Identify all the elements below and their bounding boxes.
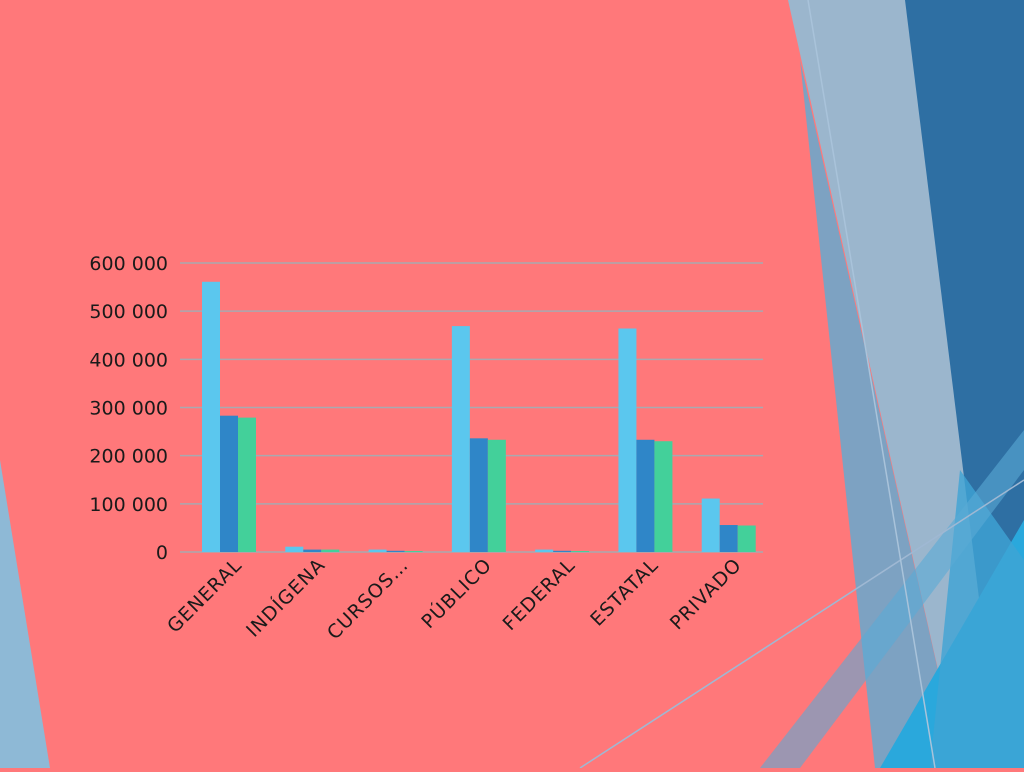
x-category-label: PÚBLICO [416, 553, 496, 633]
bar [368, 549, 387, 552]
x-category-label: PRIVADO [666, 554, 746, 634]
y-axis-tick-labels: 0 100 000 200 000 300 000 400 000 500 000 600 … [89, 253, 168, 564]
x-category-label: FEDERAL [499, 554, 580, 635]
y-tick-label: 300 000 [89, 398, 168, 420]
x-category-label: ESTATAL [586, 554, 663, 631]
bar [553, 550, 572, 552]
bar [202, 281, 220, 552]
y-tick-label: 400 000 [89, 349, 168, 371]
bar [321, 549, 340, 552]
decor-line-1 [579, 479, 1024, 769]
y-tick-label: 600 000 [89, 253, 168, 275]
decor-bottom-wedge [760, 430, 1024, 768]
bar [636, 439, 655, 552]
bar [701, 498, 720, 552]
bars [202, 281, 756, 552]
bar [737, 525, 756, 552]
y-tick-label: 200 000 [89, 446, 168, 468]
bar [220, 415, 238, 552]
bar [618, 328, 637, 552]
bar [469, 438, 488, 552]
y-tick-label: 0 [156, 542, 168, 564]
bar [571, 551, 590, 552]
decor-left-triangle [0, 460, 50, 768]
bar [451, 326, 470, 552]
y-tick-label: 100 000 [89, 494, 168, 516]
bar [487, 439, 506, 552]
bar [535, 549, 554, 552]
bar [719, 525, 738, 552]
bar [285, 546, 304, 552]
decor-line-2 [807, 0, 936, 769]
x-category-label: CURSOS… [323, 554, 413, 644]
x-category-label: INDÍGENA [241, 553, 329, 641]
bar [238, 417, 256, 552]
bar [654, 441, 673, 552]
y-tick-label: 500 000 [89, 301, 168, 323]
bar [404, 551, 423, 552]
x-category-label: GENERAL [163, 554, 246, 637]
bar [303, 549, 322, 552]
bar [386, 550, 405, 552]
